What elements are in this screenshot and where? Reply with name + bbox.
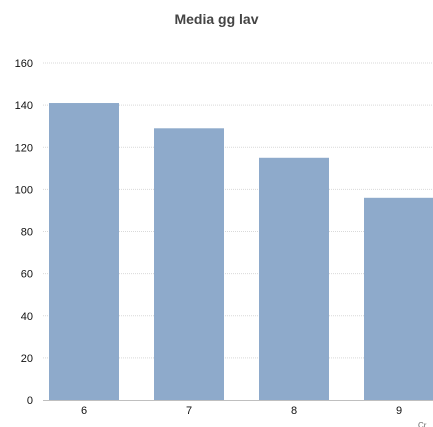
y-tick-label: 80	[21, 227, 33, 239]
y-tick-label: 60	[21, 269, 33, 281]
y-tick-label: 140	[15, 100, 33, 112]
bar-6	[49, 103, 119, 401]
chart-title: Media gg lav	[174, 11, 259, 27]
y-tick-label: 0	[27, 395, 33, 407]
y-tick-label: 100	[15, 184, 33, 196]
y-tick-label: 40	[21, 311, 33, 323]
x-tick-label: 7	[186, 405, 192, 417]
x-tick-label: 8	[291, 405, 297, 417]
x-axis-ticks: 6 7 8 9	[81, 405, 402, 417]
y-axis-ticks: 0 20 40 60 80 100 120 140 160	[15, 58, 33, 407]
bar-7	[154, 128, 224, 400]
y-tick-label: 160	[15, 58, 33, 70]
clipped-label: Cr	[418, 421, 427, 427]
bars	[49, 103, 433, 401]
bar-8	[259, 157, 329, 400]
y-tick-label: 120	[15, 142, 33, 154]
bar-9	[364, 197, 433, 400]
x-tick-label: 6	[81, 405, 87, 417]
y-tick-label: 20	[21, 353, 33, 365]
x-tick-label: 9	[396, 405, 402, 417]
